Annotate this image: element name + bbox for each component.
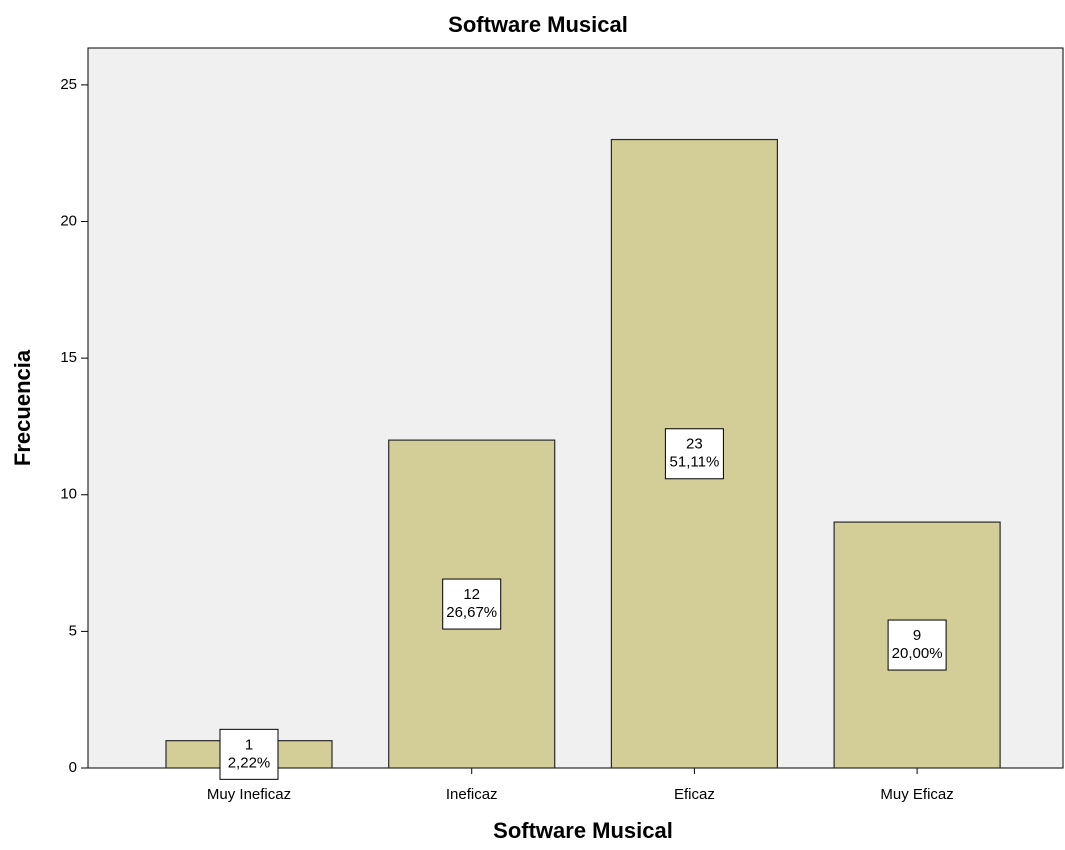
y-tick-label: 10 [60, 486, 77, 503]
x-tick-label: Muy Eficaz [880, 786, 953, 803]
x-tick-label: Muy Ineficaz [207, 786, 291, 803]
data-label-box [887, 619, 947, 671]
data-label-box [664, 428, 724, 480]
data-label-box [442, 578, 502, 630]
x-tick-label: Eficaz [674, 786, 715, 803]
x-tick-label: Ineficaz [446, 786, 498, 803]
y-axis-label: Frecuencia [10, 349, 35, 466]
y-tick-label: 0 [69, 759, 77, 776]
data-label-percent: 20,00% [892, 645, 943, 662]
y-tick-label: 15 [60, 349, 77, 366]
data-label: 9 [913, 627, 921, 644]
data-label: 23 [686, 436, 703, 453]
y-tick-label: 20 [60, 212, 77, 229]
data-label-percent: 51,11% [670, 454, 720, 471]
y-tick-label: 25 [60, 76, 77, 93]
x-axis-label: Software Musical [493, 818, 673, 843]
y-tick-label: 5 [69, 622, 77, 639]
chart-title: Software Musical [448, 12, 628, 37]
data-label: 12 [463, 586, 480, 603]
data-label: 1 [245, 736, 253, 753]
data-label-percent: 26,67% [446, 604, 497, 621]
data-label-box [219, 728, 279, 780]
data-label-percent: 2,22% [228, 754, 271, 771]
